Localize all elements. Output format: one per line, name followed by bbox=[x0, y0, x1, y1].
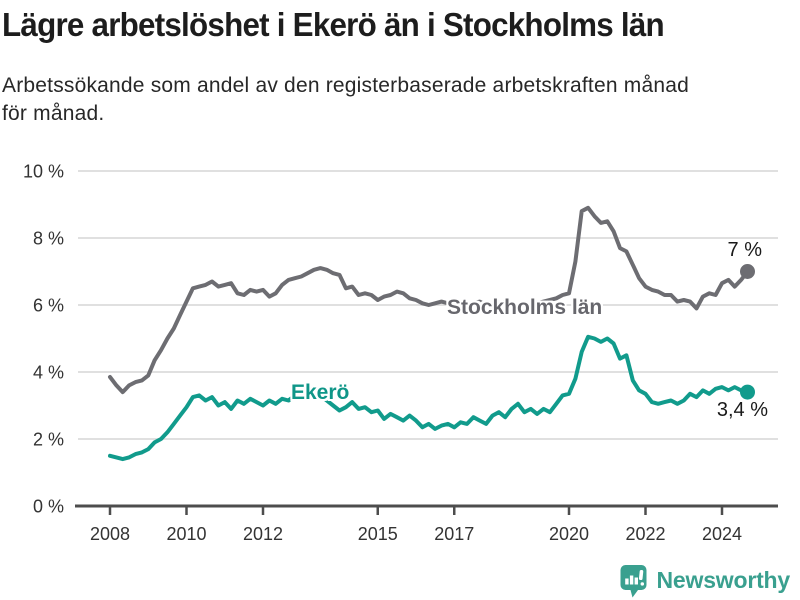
x-tick-label-2015: 2015 bbox=[358, 524, 398, 544]
series-end-dot-1 bbox=[740, 384, 755, 400]
x-tick-label-2017: 2017 bbox=[434, 524, 474, 544]
y-tick-label-6: 6 % bbox=[33, 296, 64, 316]
y-tick-label-2: 2 % bbox=[33, 430, 64, 450]
x-tick-label-2012: 2012 bbox=[243, 524, 283, 544]
x-tick-label-2020: 2020 bbox=[549, 524, 589, 544]
end-value-label-stockholms-lan: 7 % bbox=[727, 239, 762, 261]
pin-shape bbox=[620, 564, 647, 597]
newsworthy-logo[interactable]: Newsworthy bbox=[619, 563, 790, 598]
newsworthy-wordmark: Newsworthy bbox=[656, 567, 791, 593]
series-label-stockholms-lan: Stockholms län bbox=[447, 296, 603, 319]
series-end-dot-0 bbox=[740, 264, 755, 279]
x-tick-label-2010: 2010 bbox=[166, 524, 206, 544]
newsworthy-pin-icon bbox=[620, 564, 647, 597]
page-title: Lägre arbetslöshet i Ekerö än i Stockhol… bbox=[2, 6, 665, 43]
chart-subtitle: Arbetssökande som andel av den registerb… bbox=[2, 74, 689, 125]
end-value-label-ekero: 3,4 % bbox=[716, 399, 768, 421]
series-label-ekero: Ekerö bbox=[291, 381, 350, 404]
series-line-0 bbox=[108, 205, 750, 395]
y-tick-label-0: 0 % bbox=[33, 497, 64, 517]
x-tick-label-2022: 2022 bbox=[625, 524, 665, 544]
y-tick-label-8: 8 % bbox=[33, 229, 64, 249]
series-line-1 bbox=[108, 334, 750, 462]
x-tick-label-2008: 2008 bbox=[90, 524, 130, 544]
x-tick-label-2024: 2024 bbox=[702, 524, 742, 544]
y-tick-label-4: 4 % bbox=[33, 363, 64, 383]
y-tick-label-10: 10 % bbox=[23, 162, 64, 182]
